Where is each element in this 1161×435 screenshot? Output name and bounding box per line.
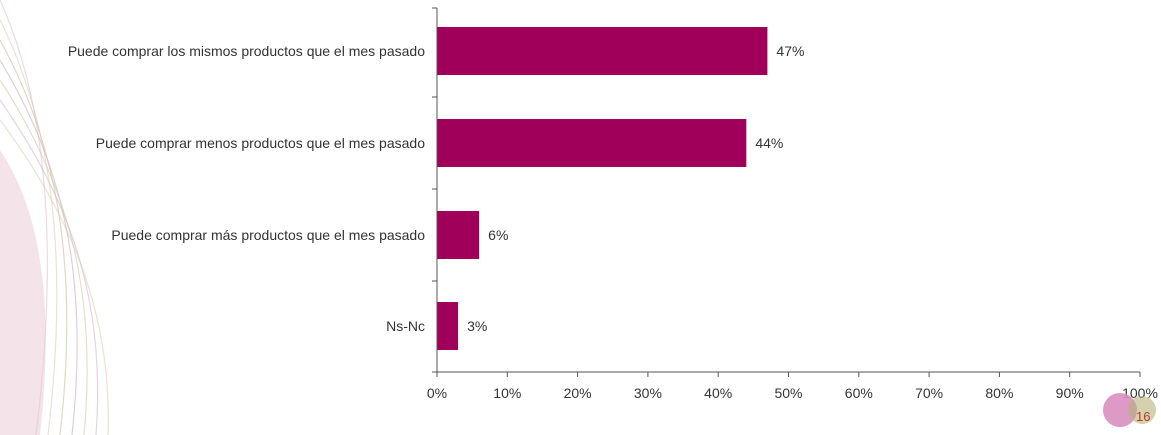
x-tick-label: 0%: [427, 385, 447, 401]
x-tick-label: 70%: [915, 385, 943, 401]
bar: [437, 119, 747, 167]
axis-layer: 0% 10% 20% 30% 40% 50% 60% 70% 80% 90% 100%: [427, 7, 1158, 401]
x-tick-label: 10%: [493, 385, 521, 401]
x-tick-label: 40%: [704, 385, 732, 401]
category-label: Puede comprar los mismos productos que e…: [68, 43, 425, 59]
category-label: Puede comprar menos productos que el mes…: [96, 135, 425, 151]
data-label: 47%: [776, 43, 804, 59]
data-label: 3%: [467, 318, 487, 334]
x-tick-label: 100%: [1122, 385, 1158, 401]
category-label: Puede comprar más productos que el mes p…: [111, 227, 425, 243]
bar: [437, 27, 768, 75]
x-tick-label: 20%: [564, 385, 592, 401]
bar: [437, 302, 459, 350]
decorative-curves: [0, 0, 109, 435]
x-tick-label: 80%: [985, 385, 1013, 401]
data-labels-layer: 47% 44% 6% 3%: [467, 43, 804, 334]
page-number: 16: [1136, 409, 1151, 424]
x-tick-label: 90%: [1056, 385, 1084, 401]
category-label: Ns-Nc: [386, 318, 425, 334]
bar: [437, 211, 480, 259]
x-tick-label: 30%: [634, 385, 662, 401]
bars-layer: [437, 27, 768, 350]
data-label: 44%: [755, 135, 783, 151]
x-tick-label: 50%: [774, 385, 802, 401]
page-badge-icon: [1103, 393, 1156, 427]
data-label: 6%: [488, 227, 508, 243]
category-labels-layer: Puede comprar los mismos productos que e…: [68, 43, 425, 334]
x-tick-label: 60%: [845, 385, 873, 401]
